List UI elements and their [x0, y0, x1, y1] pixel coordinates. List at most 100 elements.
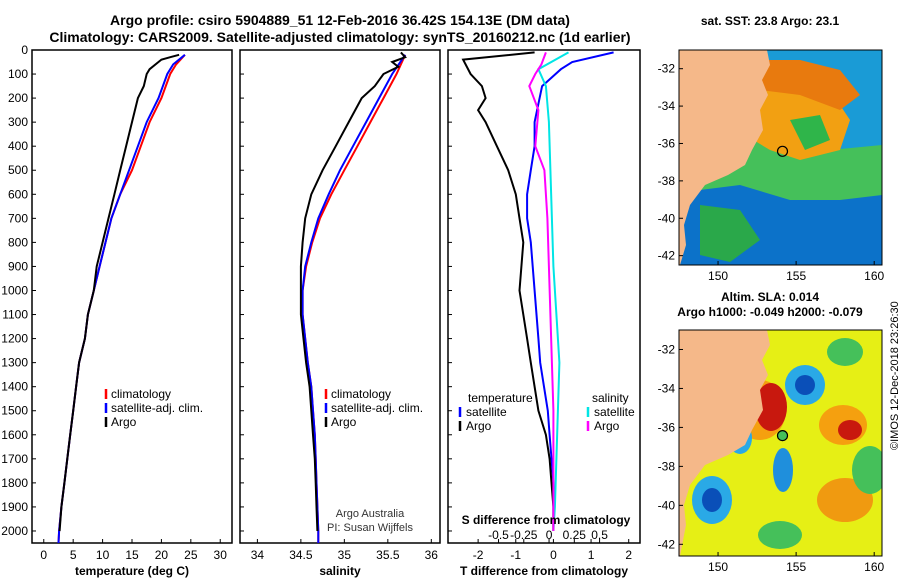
lat-tick-label: -42 — [658, 249, 676, 263]
x-tick-label: 10 — [96, 548, 110, 562]
sla-map-title: Altim. SLA: 0.014 — [720, 290, 820, 304]
depth-tick-label: 1600 — [1, 428, 28, 442]
lon-tick-label: 150 — [708, 560, 728, 574]
depth-tick-label: 1000 — [1, 283, 28, 297]
legend-label-satellite: satellite-adj. clim. — [331, 401, 423, 415]
legend-salinity-title: salinity — [592, 391, 629, 405]
legend-label-argo: Argo — [111, 415, 137, 429]
lat-tick-label: -40 — [658, 211, 676, 225]
pi-label: PI: Susan Wijffels — [327, 522, 413, 534]
temperature-ticks: 0100200300400500600700800900100011001200… — [1, 43, 227, 562]
depth-tick-label: 700 — [8, 211, 28, 225]
depth-tick-label: 1900 — [1, 500, 28, 514]
sst-map-ticks: -32 -34 -36 -38 -40 -42 150 155 160 — [658, 62, 885, 283]
depth-tick-label: 500 — [8, 163, 28, 177]
temperature-panel: 0100200300400500600700800900100011001200… — [1, 43, 233, 578]
depth-tick-label: 400 — [8, 139, 28, 153]
depth-tick-label: 1100 — [2, 308, 28, 322]
depth-tick-label: 600 — [8, 187, 28, 201]
sst-map-frame — [678, 49, 883, 266]
sla-map-ticks: -32 -34 -36 -38 -40 -42 150 155 160 — [658, 342, 885, 574]
series-line-argo — [299, 51, 407, 532]
legend-temperature-title: temperature — [468, 391, 533, 405]
x-tick-label: 30 — [214, 548, 228, 562]
depth-tick-label: 1500 — [1, 404, 28, 418]
legend-label-climatology: climatology — [111, 387, 171, 401]
depth-tick-label: 1700 — [1, 452, 28, 466]
x-tick-label: 25 — [184, 548, 198, 562]
lat-tick-label: -38 — [658, 459, 676, 473]
x-tick-label: 1 — [588, 548, 595, 562]
x-tick-label: 36 — [425, 548, 439, 562]
depth-tick-label: 300 — [8, 115, 28, 129]
depth-tick-label: 1300 — [1, 356, 28, 370]
series-line-temp-argo — [461, 51, 555, 531]
t-difference-xlabel: T difference from climatology — [460, 564, 628, 578]
sla-map-subtitle: Argo h1000: -0.049 h2000: -0.079 — [677, 305, 863, 319]
x-tick-label: -1 — [510, 548, 521, 562]
difference-series — [461, 51, 614, 532]
salinity-xlabel: salinity — [319, 564, 361, 578]
depth-tick-label: 2000 — [1, 524, 28, 538]
lat-tick-label: -42 — [658, 537, 676, 551]
depth-tick-label: 800 — [8, 235, 28, 249]
x-tick-label: -2 — [473, 548, 484, 562]
legend-label-sal: Argo — [594, 419, 620, 433]
lon-tick-label: 150 — [708, 269, 728, 283]
lat-tick-label: -40 — [658, 498, 676, 512]
sla-map-frame — [678, 329, 883, 557]
lat-tick-label: -38 — [658, 174, 676, 188]
lon-tick-label: 155 — [786, 269, 806, 283]
depth-tick-label: 1200 — [1, 332, 28, 346]
depth-tick-label: 1800 — [1, 476, 28, 490]
salinity-series — [299, 51, 407, 543]
x-tick-label: 15 — [125, 548, 139, 562]
temperature-xlabel: temperature (deg C) — [75, 564, 189, 578]
chart-title-line1: Argo profile: csiro 5904889_51 12-Feb-20… — [110, 12, 570, 28]
chart-title-line2: Climatology: CARS2009. Satellite-adjuste… — [49, 29, 631, 45]
legend-label-satellite: satellite-adj. clim. — [111, 401, 203, 415]
lat-tick-label: -34 — [658, 99, 676, 113]
difference-legend: temperature salinitysatelliteArgosatellit… — [458, 391, 635, 433]
legend-label-sal: satellite — [594, 405, 635, 419]
difference-ticks: -2 -1 0 1 2 -0.5 -0.25 0 0.25 0.5 — [448, 49, 632, 562]
lon-tick-label: 160 — [864, 560, 884, 574]
x-tick-label: 0 — [546, 528, 553, 542]
lat-tick-label: -34 — [658, 381, 676, 395]
series-line-temp-satellite — [526, 51, 614, 531]
x-tick-label: -0.5 — [488, 528, 509, 542]
difference-panel: -2 -1 0 1 2 -0.5 -0.25 0 0.25 0.5 temperature sali… — [447, 49, 641, 578]
x-tick-label: 35.5 — [376, 548, 400, 562]
x-tick-label: 34 — [251, 548, 265, 562]
salinity-frame — [239, 49, 441, 544]
argo-location-marker-sla — [776, 430, 789, 442]
depth-tick-label: 200 — [8, 91, 28, 105]
x-tick-label: 0.25 — [563, 528, 587, 542]
lon-tick-label: 155 — [786, 560, 806, 574]
argo-australia-label: Argo Australia — [336, 508, 405, 520]
legend-label-climatology: climatology — [331, 387, 391, 401]
depth-tick-label: 900 — [8, 259, 28, 273]
lat-tick-label: -36 — [658, 420, 676, 434]
lat-tick-label: -32 — [658, 62, 676, 76]
sla-map: -32 -34 -36 -38 -40 -42 150 155 160 — [658, 329, 885, 574]
series-line-sal-satellite — [537, 51, 569, 532]
legend-label-temp: satellite — [466, 405, 507, 419]
sst-map-title: sat. SST: 23.8 Argo: 23.1 — [700, 14, 840, 28]
x-tick-label: -0.25 — [510, 528, 538, 542]
x-tick-label: 0 — [550, 548, 557, 562]
x-tick-label: 2 — [625, 548, 632, 562]
lon-tick-label: 160 — [864, 269, 884, 283]
legend-label-argo: Argo — [331, 415, 357, 429]
x-tick-label: 5 — [70, 548, 77, 562]
temperature-series — [57, 53, 186, 544]
depth-tick-label: 0 — [21, 43, 28, 57]
legend-label-temp: Argo — [466, 419, 492, 433]
sst-map: -32 -34 -36 -38 -40 -42 150 155 160 — [658, 49, 885, 283]
salinity-ticks: 34 34.5 35 35.5 36 — [240, 49, 439, 562]
s-difference-label: S difference from climatology — [462, 513, 631, 527]
series-line-argo — [58, 53, 180, 532]
